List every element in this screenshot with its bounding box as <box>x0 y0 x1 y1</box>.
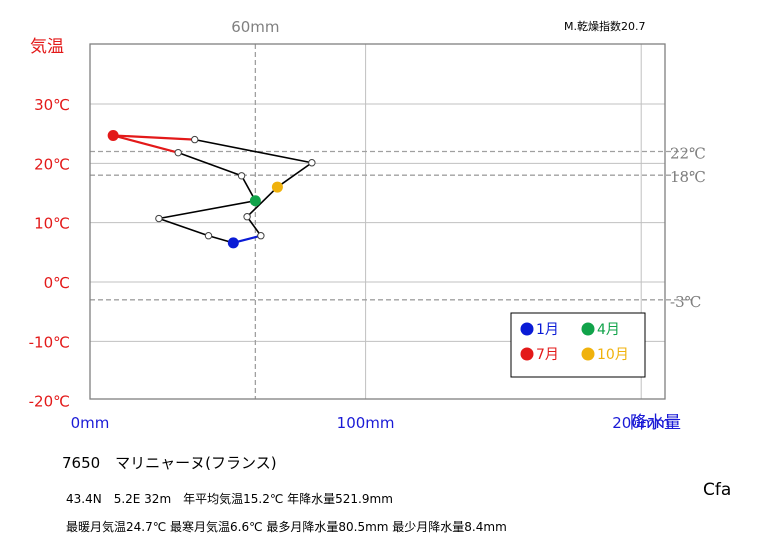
month-point-3 <box>155 214 163 223</box>
month-point-1 <box>227 237 239 249</box>
y-tick-label: 20℃ <box>34 155 70 173</box>
path-segment <box>246 186 278 218</box>
tick-labels: -20℃-10℃0℃10℃20℃30℃0mm100mm200mm300mm400… <box>29 96 670 432</box>
path-segment <box>194 138 313 164</box>
reference-lines: 60mm 22℃ 18℃ -3℃ <box>90 18 706 399</box>
month-point-12 <box>257 232 265 240</box>
ref-label-temp: 18℃ <box>670 168 706 186</box>
y-tick-label: 30℃ <box>34 96 70 114</box>
stats-line-2: 最暖月気温24.7℃ 最寒月気温6.6℃ 最多月降水量80.5mm 最少月降水量… <box>66 520 507 534</box>
path-segment <box>246 216 262 237</box>
legend-marker <box>520 322 534 336</box>
legend-marker <box>581 322 595 336</box>
grid-lines <box>90 44 665 399</box>
ref-label-temp: 22℃ <box>670 144 706 162</box>
path-segment <box>113 134 195 141</box>
y-axis-label: 気温 <box>30 37 64 57</box>
month-point-2 <box>204 232 213 240</box>
path-segment <box>276 162 313 188</box>
aridity-index: M.乾燥指数20.7 <box>564 20 646 33</box>
month-points <box>107 129 316 249</box>
legend-label: 4月 <box>597 322 620 338</box>
legend-label: 7月 <box>536 347 559 363</box>
legend: 1月 4月 7月 10月 <box>510 312 646 378</box>
koppen-class: Cfa <box>703 480 732 500</box>
month-point-9 <box>308 159 316 167</box>
y-tick-label: -20℃ <box>29 393 70 411</box>
month-point-8 <box>191 135 199 144</box>
legend-box <box>510 312 646 378</box>
x-tick-label: 0mm <box>71 414 110 432</box>
stats-line-1: 43.4N 5.2E 32m 年平均気温15.2℃ 年降水量521.9mm <box>66 492 393 506</box>
month-point-4 <box>249 195 261 207</box>
path-segment <box>177 151 242 177</box>
ref-label-temp: -3℃ <box>670 293 701 311</box>
climate-path <box>112 134 313 244</box>
legend-marker <box>581 347 595 361</box>
y-tick-label: 0℃ <box>44 274 70 292</box>
ref-label-precip: 60mm <box>231 18 279 36</box>
path-segment <box>158 199 256 220</box>
path-segment <box>112 134 179 154</box>
month-point-11 <box>243 213 251 221</box>
plot-frame <box>89 43 666 400</box>
y-tick-label: 10℃ <box>34 215 70 233</box>
legend-marker <box>520 347 534 361</box>
x-tick-label: 100mm <box>337 414 395 432</box>
legend-label: 10月 <box>597 347 629 363</box>
month-point-6 <box>174 148 182 157</box>
path-segment <box>158 217 209 237</box>
month-point-5 <box>237 172 246 180</box>
y-tick-label: -10℃ <box>29 333 70 351</box>
x-axis-label: 降水量 <box>630 413 681 433</box>
legend-label: 1月 <box>536 322 559 338</box>
x-tick-label: 200mm <box>612 414 670 432</box>
station-name: 7650 マリニャーヌ(フランス) <box>62 454 277 472</box>
month-point-10 <box>271 181 283 193</box>
month-point-7 <box>107 129 119 141</box>
